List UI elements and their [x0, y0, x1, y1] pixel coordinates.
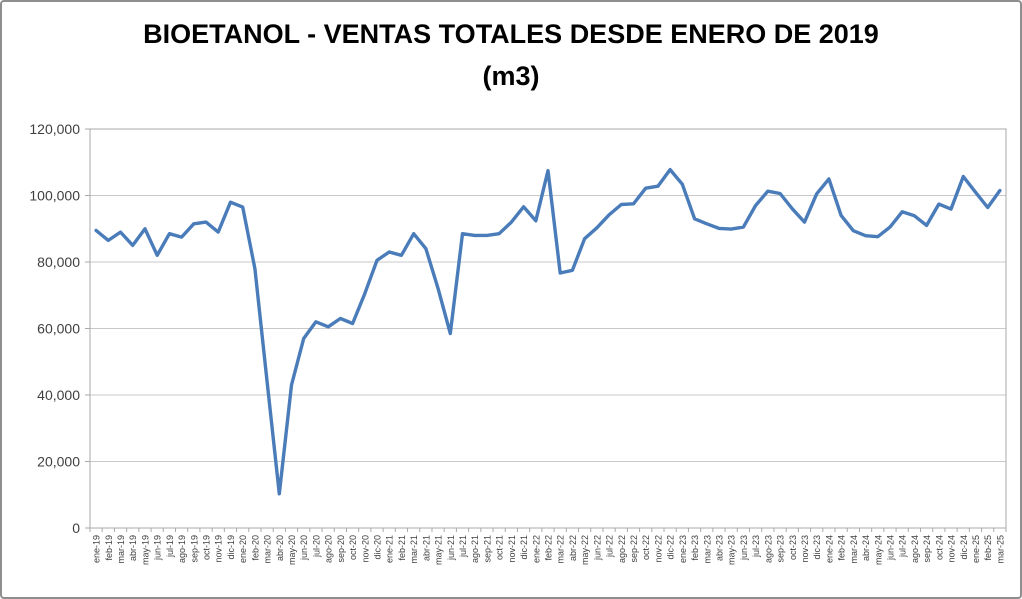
x-axis-tick-label: ene-25	[971, 535, 981, 563]
x-axis-tick-label: mar-21	[409, 535, 419, 564]
x-axis-tick-label: ago-22	[617, 535, 627, 563]
x-axis-tick-label: jun-21	[446, 535, 456, 561]
y-axis-tick-label: 120,000	[29, 121, 80, 137]
x-axis-tick-label: nov-24	[947, 535, 957, 563]
x-axis-tick-label: jul-22	[605, 535, 615, 558]
x-axis-tick-label: feb-24	[837, 535, 847, 561]
y-axis-tick-label: 100,000	[29, 188, 80, 204]
x-axis-tick-label: ene-21	[385, 535, 395, 563]
x-axis-tick-label: ene-20	[238, 535, 248, 563]
x-axis-tick-label: mar-25	[995, 535, 1005, 564]
y-axis-tick-label: 20,000	[37, 454, 80, 470]
x-axis-tick-label: dic-21	[519, 535, 529, 560]
chart-title-line1: BIOETANOL - VENTAS TOTALES DESDE ENERO D…	[143, 19, 879, 49]
x-axis-tick-label: feb-25	[983, 535, 993, 561]
x-axis-tick-label: may-24	[873, 535, 883, 565]
chart-title-line2: (m3)	[482, 60, 540, 91]
x-axis-tick-label: jul-19	[165, 535, 175, 558]
x-axis-tick-label: feb-20	[250, 535, 260, 561]
x-axis-tick-label: feb-22	[544, 535, 554, 561]
x-axis-tick-label: oct-22	[641, 535, 651, 560]
x-axis-tick-label: oct-24	[934, 535, 944, 560]
x-axis-tick-label: mar-23	[702, 535, 712, 564]
x-axis-tick-label: mar-22	[556, 535, 566, 564]
x-axis-tick-label: sep-20	[336, 535, 346, 563]
x-axis-tick-label: feb-19	[104, 535, 114, 561]
y-axis-tick-label: 40,000	[37, 387, 80, 403]
x-axis-tick-label: jul-20	[311, 535, 321, 558]
x-axis-tick-label: mar-19	[116, 535, 126, 564]
y-axis-tick-label: 80,000	[37, 254, 80, 270]
chart-title: BIOETANOL - VENTAS TOTALES DESDE ENERO D…	[2, 14, 1020, 98]
x-axis-tick-label: abr-21	[421, 535, 431, 561]
x-axis-tick-label: jul-24	[898, 535, 908, 558]
x-axis-tick-label: may-20	[287, 535, 297, 565]
x-axis-tick-label: oct-23	[788, 535, 798, 560]
x-axis-tick-label: sep-22	[629, 535, 639, 563]
x-axis-tick-label: jun-20	[299, 535, 309, 561]
x-axis-tick-label: feb-21	[397, 535, 407, 561]
x-axis-tick-label: jul-21	[458, 535, 468, 558]
x-axis-tick-label: nov-19	[214, 535, 224, 563]
x-axis-tick-label: ago-24	[910, 535, 920, 563]
x-axis-tick-label: mar-24	[849, 535, 859, 564]
x-axis-tick-label: sep-21	[482, 535, 492, 563]
y-axis-tick-label: 60,000	[37, 321, 80, 337]
x-axis-tick-label: ago-23	[763, 535, 773, 563]
x-axis-tick-label: may-19	[140, 535, 150, 565]
x-axis-tick-label: abr-22	[568, 535, 578, 561]
x-axis-tick-label: ene-23	[678, 535, 688, 563]
x-axis-tick-label: ago-21	[470, 535, 480, 563]
x-axis-tick-label: mar-20	[263, 535, 273, 564]
x-axis-tick-label: oct-20	[348, 535, 358, 560]
x-axis-tick-label: abr-23	[714, 535, 724, 561]
x-axis-tick-label: nov-20	[360, 535, 370, 563]
x-axis-tick-label: dic-20	[373, 535, 383, 560]
x-axis-tick-label: may-21	[434, 535, 444, 565]
x-axis-tick-label: abr-20	[275, 535, 285, 561]
x-axis-tick-label: dic-22	[666, 535, 676, 560]
x-axis-tick-label: oct-19	[202, 535, 212, 560]
x-axis-tick-label: sep-23	[776, 535, 786, 563]
x-axis-tick-label: feb-23	[690, 535, 700, 561]
y-axis-tick-label: 0	[72, 520, 80, 536]
x-axis-tick-label: jun-22	[592, 535, 602, 561]
x-axis-tick-label: dic-19	[226, 535, 236, 560]
x-axis-tick-label: oct-21	[495, 535, 505, 560]
x-axis-tick-label: nov-21	[507, 535, 517, 563]
x-axis-tick-label: sep-19	[189, 535, 199, 563]
x-axis-tick-label: ene-19	[92, 535, 102, 563]
x-axis-tick-label: abr-24	[861, 535, 871, 561]
x-axis-tick-label: dic-23	[812, 535, 822, 560]
x-axis-tick-label: nov-22	[653, 535, 663, 563]
x-axis-tick-label: ene-24	[824, 535, 834, 563]
x-axis-tick-label: jun-24	[885, 535, 895, 561]
x-axis-tick-label: may-23	[727, 535, 737, 565]
x-axis-tick-label: jun-19	[153, 535, 163, 561]
x-axis-tick-label: may-22	[580, 535, 590, 565]
x-axis-tick-label: jun-23	[739, 535, 749, 561]
sales-line-series	[94, 167, 1002, 496]
x-axis-tick-label: ene-22	[531, 535, 541, 563]
x-axis-tick-label: sep-24	[922, 535, 932, 563]
x-axis-tick-label: nov-23	[800, 535, 810, 563]
x-axis-tick-label: ago-19	[177, 535, 187, 563]
x-axis-tick-label: jul-23	[751, 535, 761, 558]
x-axis-tick-label: ago-20	[324, 535, 334, 563]
x-axis-tick-label: dic-24	[959, 535, 969, 560]
x-axis-tick-label: abr-19	[128, 535, 138, 561]
